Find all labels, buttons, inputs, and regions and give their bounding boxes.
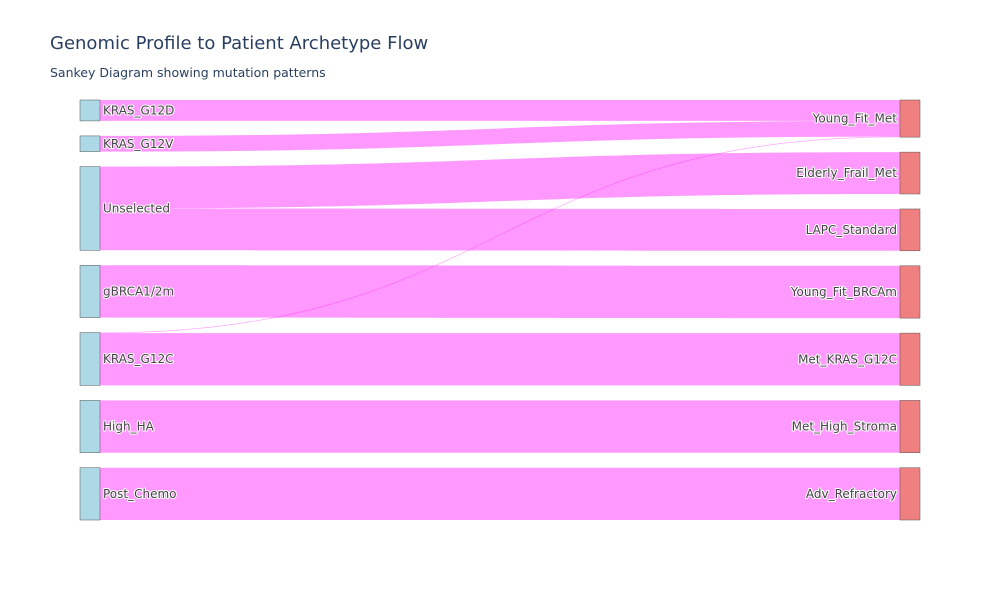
node-label-young-fit-brcam: Young_Fit_BRCAm — [790, 285, 897, 299]
node-label-met-high-stroma: Met_High_Stroma — [792, 420, 897, 434]
link-kras-g12d-to-young-fit-met — [100, 100, 900, 121]
node-label-unselected: Unselected — [103, 201, 170, 215]
node-label-met-kras-g12c: Met_KRAS_G12C — [798, 352, 897, 366]
link-unselected-to-lapc-standard — [100, 208, 900, 251]
links-group — [100, 100, 900, 520]
node-high-ha — [79, 400, 101, 453]
node-kras-g12v — [79, 135, 101, 152]
node-adv-refractory — [899, 467, 921, 521]
link-unselected-to-elderly-frail-met — [100, 152, 900, 209]
node-label-elderly-frail-met: Elderly_Frail_Met — [796, 166, 897, 180]
node-young-fit-met — [899, 99, 921, 138]
node-label-kras-g12c: KRAS_G12C — [103, 352, 174, 366]
node-post-chemo — [79, 467, 101, 521]
node-label-high-ha: High_HA — [103, 420, 155, 434]
node-kras-g12d — [79, 99, 101, 122]
chart-title: Genomic Profile to Patient Archetype Flo… — [50, 33, 429, 54]
node-gbrca1-2m — [79, 265, 101, 318]
link-kras-g12v-to-young-fit-met — [100, 120, 900, 152]
link-kras-g12c-to-young-fit-met — [100, 136, 900, 334]
node-met-kras-g12c — [899, 332, 921, 386]
node-label-young-fit-met: Young_Fit_Met — [812, 112, 898, 126]
node-unselected — [79, 166, 101, 251]
node-label-kras-g12v: KRAS_G12V — [103, 137, 174, 151]
node-label-kras-g12d: KRAS_G12D — [103, 103, 174, 117]
labels-group: KRAS_G12D KRAS_G12V Unselected gBRCA1/2m KRA… — [102, 102, 898, 501]
link-post-chemo-to-adv-refractory — [100, 467, 900, 520]
node-label-adv-refractory: Adv_Refractory — [806, 487, 897, 501]
link-high-ha-to-met-high-stroma — [100, 400, 900, 453]
node-elderly-frail-met — [899, 151, 921, 195]
node-lapc-standard — [899, 208, 921, 252]
chart-subtitle: Sankey Diagram showing mutation patterns — [50, 65, 326, 80]
node-young-fit-brcam — [899, 265, 921, 319]
node-kras-g12c — [79, 332, 101, 386]
node-label-lapc-standard: LAPC_Standard — [806, 223, 897, 237]
nodes-group — [79, 99, 921, 521]
node-met-high-stroma — [899, 400, 921, 453]
node-label-post-chemo: Post_Chemo — [103, 487, 177, 501]
node-label-gbrca1-2m: gBRCA1/2m — [103, 284, 174, 298]
link-gbrca1-2m-to-young-fit-brcam — [100, 265, 900, 319]
link-kras-g12c-to-met-kras-g12c — [100, 333, 900, 386]
